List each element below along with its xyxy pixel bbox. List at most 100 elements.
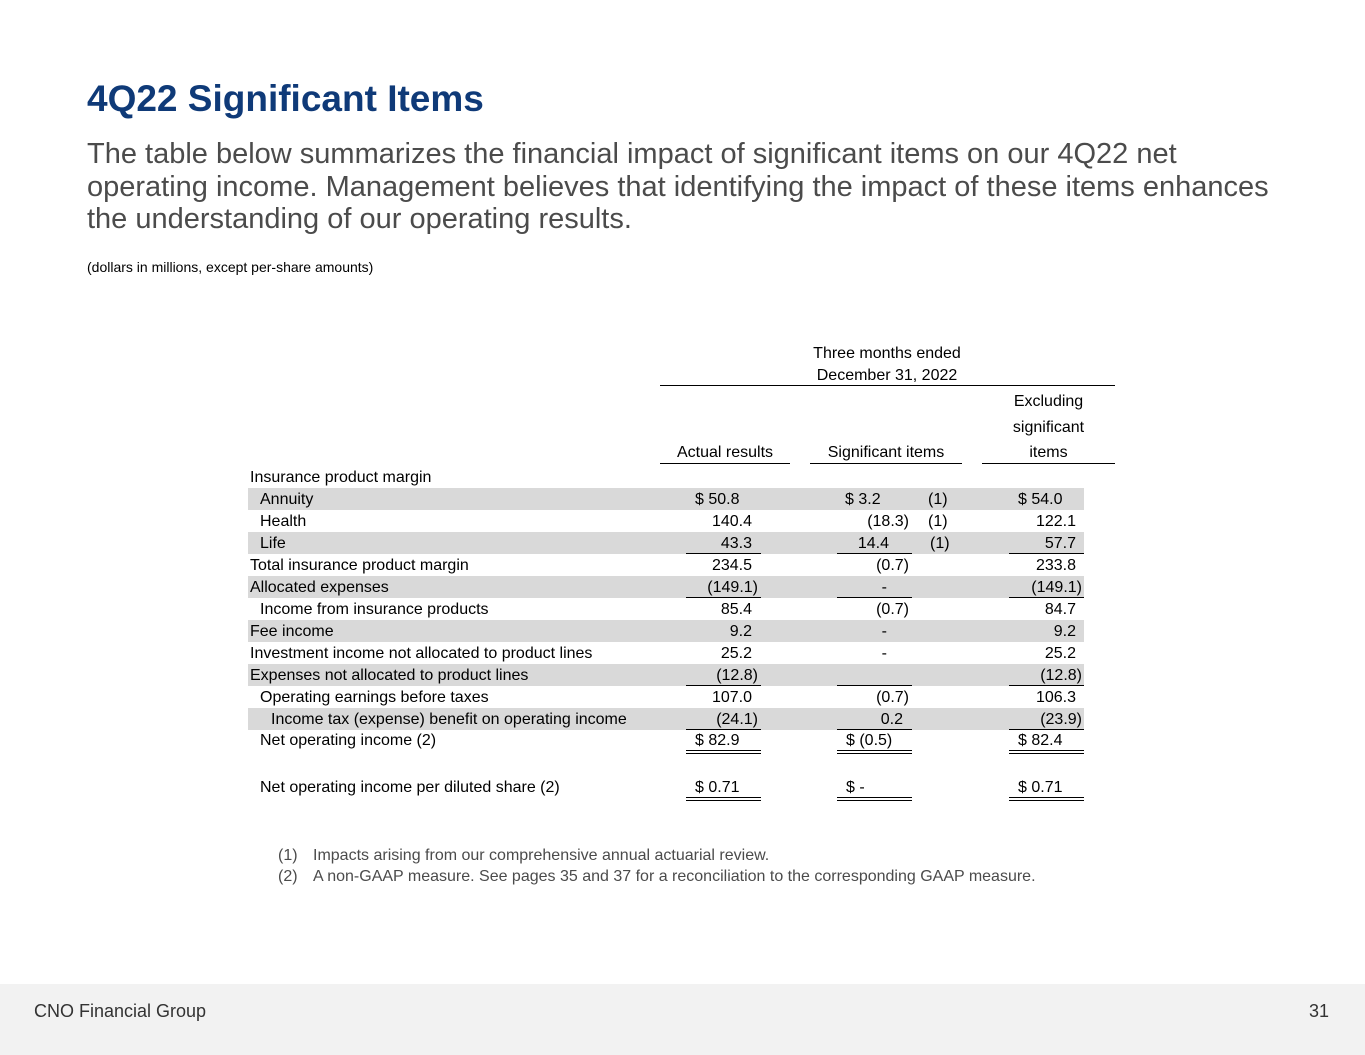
significant-value: - <box>881 579 887 596</box>
subtotal-rule <box>686 597 761 598</box>
row-label: Health <box>260 513 307 530</box>
row-label: Income from insurance products <box>260 601 489 618</box>
row-label: Expenses not allocated to product lines <box>250 667 529 684</box>
excluding-value: (23.9) <box>1040 711 1082 728</box>
significant-value: (0.7) <box>876 557 909 574</box>
subtotal-rule <box>686 729 761 730</box>
subtotal-rule <box>837 597 912 598</box>
col-header-significant: Significant items <box>827 444 945 461</box>
subtotal-rule <box>837 553 912 554</box>
header-rule <box>660 385 1115 386</box>
actual-value: 43.3 <box>720 535 752 552</box>
significant-footnote-ref: (1) <box>928 491 948 508</box>
footnote-text: A non-GAAP measure. See pages 35 and 37 … <box>313 868 1036 885</box>
actual-value: 9.2 <box>729 623 752 640</box>
excluding-value: 233.8 <box>1035 557 1076 574</box>
excluding-value: $ 0.71 <box>1018 779 1063 796</box>
excluding-value: 122.1 <box>1035 513 1076 530</box>
significant-value: 0.2 <box>880 711 903 728</box>
row-label: Total insurance product margin <box>250 557 469 574</box>
significant-value: $ 3.2 <box>845 491 881 508</box>
row-label: Net operating income (2) <box>260 732 437 749</box>
significant-value: 14.4 <box>857 535 889 552</box>
actual-value: 140.4 <box>711 513 752 530</box>
excluding-value: (12.8) <box>1040 667 1082 684</box>
footer-bar <box>0 984 1365 1055</box>
excluding-value: $ 82.4 <box>1018 732 1063 749</box>
row-label: Net operating income per diluted share (… <box>260 779 560 796</box>
actual-value: 85.4 <box>720 601 752 618</box>
significant-value: (18.3) <box>867 513 909 530</box>
actual-value: 25.2 <box>720 645 752 662</box>
total-double-rule <box>837 750 912 754</box>
page-number: 31 <box>1308 1001 1329 1021</box>
row-label: Fee income <box>250 623 334 640</box>
section-label: Insurance product margin <box>250 469 432 486</box>
actual-value: (12.8) <box>716 667 758 684</box>
subtotal-rule <box>686 553 761 554</box>
actual-value: 234.5 <box>711 557 752 574</box>
col-rule-excluding <box>982 463 1115 464</box>
footnote-number: (2) <box>278 868 298 885</box>
subtotal-rule <box>1009 729 1084 730</box>
total-double-rule <box>686 797 761 801</box>
footer-company-name: CNO Financial Group <box>34 1001 207 1021</box>
significant-value: $ (0.5) <box>846 732 893 749</box>
actual-value: (149.1) <box>707 579 758 596</box>
subtotal-rule <box>1009 597 1084 598</box>
footnote: (1) Impacts arising from our comprehensiv… <box>278 845 1036 866</box>
subtotal-rule <box>686 685 761 686</box>
significant-value: - <box>881 645 887 662</box>
subtotal-rule <box>1009 685 1084 686</box>
significant-footnote-ref: (1) <box>930 535 950 552</box>
excluding-value: 106.3 <box>1035 689 1076 706</box>
col-header-excluding-l3: items <box>1029 444 1068 461</box>
col-rule-actual <box>660 463 790 464</box>
total-double-rule <box>686 750 761 754</box>
footnote-number: (1) <box>278 847 298 864</box>
row-label: Annuity <box>260 491 314 508</box>
row-label: Operating earnings before taxes <box>260 689 489 706</box>
row-shade <box>248 620 1084 642</box>
actual-value: (24.1) <box>716 711 758 728</box>
row-shade <box>248 576 1084 598</box>
actual-value: $ 50.8 <box>695 491 740 508</box>
row-shade <box>248 532 1084 554</box>
row-label: Investment income not allocated to produ… <box>250 645 593 662</box>
col-rule-significant <box>810 463 962 464</box>
col-header-excluding-l2: significant <box>1012 419 1085 436</box>
row-label: Allocated expenses <box>250 579 389 596</box>
significant-value: (0.7) <box>876 601 909 618</box>
total-double-rule <box>1009 797 1084 801</box>
row-shade <box>248 488 1084 510</box>
actual-value: 107.0 <box>711 689 752 706</box>
significant-footnote-ref: (1) <box>928 513 948 530</box>
excluding-value: (149.1) <box>1031 579 1082 596</box>
col-header-actual: Actual results <box>676 444 774 461</box>
subtotal-rule <box>1009 553 1084 554</box>
footnote-text: Impacts arising from our comprehensive a… <box>313 847 770 864</box>
slide-subtitle: The table below summarizes the financial… <box>87 138 1269 235</box>
period-header-line1: Three months ended <box>813 345 961 362</box>
row-shade <box>248 708 1084 730</box>
col-header-excluding-l1: Excluding <box>1013 393 1084 410</box>
row-label: Income tax (expense) benefit on operatin… <box>271 711 627 728</box>
actual-value: $ 0.71 <box>695 779 740 796</box>
row-label: Life <box>260 535 286 552</box>
excluding-value: 9.2 <box>1053 623 1076 640</box>
excluding-value: 25.2 <box>1044 645 1076 662</box>
total-double-rule <box>1009 750 1084 754</box>
subtotal-rule <box>837 685 912 686</box>
excluding-value: $ 54.0 <box>1018 491 1063 508</box>
excluding-value: 84.7 <box>1044 601 1076 618</box>
significant-value: - <box>881 623 887 640</box>
excluding-value: 57.7 <box>1044 535 1076 552</box>
footnote: (2) A non-GAAP measure. See pages 35 and … <box>278 866 1036 887</box>
slide-title: 4Q22 Significant Items <box>87 78 484 119</box>
total-double-rule <box>837 797 912 801</box>
units-note: (dollars in millions, except per-share a… <box>87 259 374 275</box>
period-header-line2: December 31, 2022 <box>816 367 958 384</box>
significant-value: $ - <box>846 779 865 796</box>
row-shade <box>248 664 1084 686</box>
footnotes: (1) Impacts arising from our comprehensiv… <box>278 845 1036 887</box>
